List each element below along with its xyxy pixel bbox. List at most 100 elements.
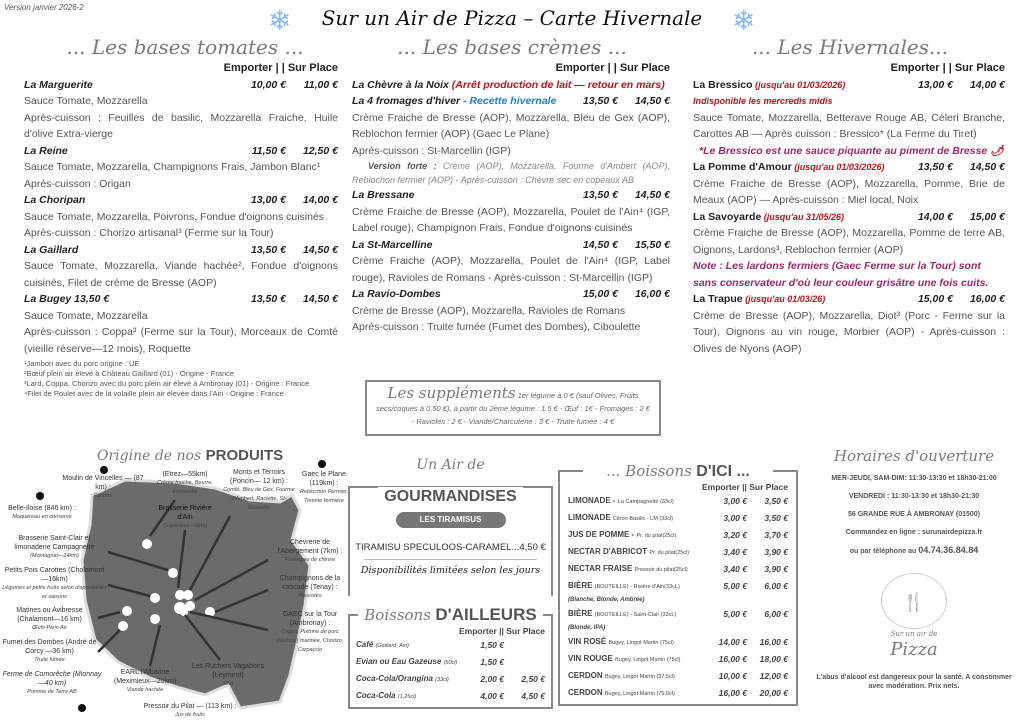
pizza-note: (Arrêt production de lait — retour en ma… <box>448 78 665 91</box>
snowflake-icon: ❄ <box>732 5 756 36</box>
map-label-text: Gaec le Plane (119km) : <box>302 471 346 487</box>
map-label-text: Maquereau en conserve <box>12 514 72 520</box>
logo-utensils-icon: 🍴 <box>881 573 947 629</box>
pizza-name: La Gaillard <box>24 243 79 256</box>
drink-price: 5,00 € <box>723 581 747 591</box>
drink-price: 16,00 € <box>718 654 747 664</box>
pizza-price: 15,00 € <box>969 210 1005 223</box>
map-label: Gaec le Plane (119km) : Reblochon Fermier… <box>298 470 350 506</box>
map-label-text: Ferme de Comorêche (Mionnay—40 km) <box>2 671 102 687</box>
map-label: Petits Pois Carottes (Cholamont—16km) Lég… <box>2 566 107 602</box>
pizza-price: 14,50 € <box>969 161 1005 173</box>
drink-name: NECTAR FRAISE Pressoir du pilat(25cl) <box>568 564 688 573</box>
map-label: Pressoir du Pilat — (113 km) : Jus de fru… <box>90 702 290 720</box>
map-label-text: Miel <box>222 681 234 687</box>
pizza-item-row: La Ravio-Dombes 15,00 € 16,00 € <box>352 286 670 303</box>
drink-price: 3,00 € <box>723 496 747 506</box>
drink-row: JUS DE POMME - Pr. du pilat(25cl) 3,20 € 3… <box>568 527 788 544</box>
pizza-description: Après-cuisson : Chorizo artisanal³ (Ferm… <box>24 227 274 239</box>
pizza-price: 16,00 € <box>969 293 1005 305</box>
pizza-after-note: Note : Les lardons fermiers (Gaec Ferme … <box>693 260 989 289</box>
hivernales-heading: ... Les Hivernales... <box>751 35 949 59</box>
map-label: Matines ou Avibresse (Chalamont—16 km) Œu… <box>2 606 97 633</box>
pizza-description: Sauce Tomate, Mozzarella, Viande hachée²… <box>24 260 338 289</box>
pizza-variant: Version forte : Crème (AOP), Mozzarella,… <box>352 161 670 185</box>
pizza-price: 14,50 € <box>582 238 618 251</box>
pizza-price: 13,50 € <box>582 189 618 201</box>
availability-note: Disponibilités limitées selon les jours <box>360 565 541 576</box>
footnote: ⁴Filet de Poulet avec de la volaille ple… <box>24 389 284 398</box>
pizza-name: La Bugey 13,50 € <box>24 293 110 305</box>
supplements-title: Les suppléments <box>387 384 516 402</box>
drink-price: 3,50 € <box>764 513 788 523</box>
pizza-description: Crème de Bresse (AOP), Mozzarella, Ravio… <box>352 304 626 317</box>
pizza-name: La Choripan <box>24 194 86 206</box>
drink-row: Evian ou Eau Gazeuse (50cl) 1,50 € <box>356 654 545 671</box>
pizza-name: La Marguerite <box>24 78 93 91</box>
map-label-text: Matines ou Avibresse (Chalamont—16 km) <box>16 607 83 623</box>
alcohol-disclaimer: L'abus d'alcool est dangereux pour la sa… <box>816 674 1012 690</box>
drink-row: BIÈRE (BOUTEILLE) - Rivière d'Ain(33cL) 5… <box>568 578 788 595</box>
drink-row: LIMONADE Citron-Basilic - LM (33cl) 3,00 … <box>568 510 788 527</box>
pizza-description: Crème Fraiche de Bresse (AOP), Mozzarell… <box>352 111 670 141</box>
boissons-ailleurs-section: Boissons D'AILLEURS Emporter || Sur Plac… <box>348 605 553 709</box>
map-label-text: Légumes et petits fruits selon disponibi… <box>2 585 107 600</box>
origin-map: Origine de nos PRODUITS (Etrez—55km) Crèm… <box>0 440 350 724</box>
map-label: GAEC sur la Tour (Ambronay) : Coppa, Poit… <box>270 610 350 655</box>
pizza-price: 12,50 € <box>302 144 338 157</box>
drink-row: CERDON Bugey, Lingot Martin (75,0cl) 16,0… <box>568 685 788 702</box>
drink-detail: Bugey, Lingot Martin (75cl) <box>615 657 681 663</box>
phone-number[interactable]: 04.74.36.84.84 <box>918 545 979 555</box>
pizza-description: Crème de Bresse (AOP), Mozzarella, Diot³… <box>693 309 1005 355</box>
hours-line: VENDREDI : 11:30-13:30 et 18h30-21:30 <box>848 493 980 500</box>
pizza-name: La Bressico (jusqu'au 01/03/2026) <box>693 78 846 91</box>
pizza-price: 15,50 € <box>634 238 670 251</box>
map-label-text: Brasserie Rivière d'Ain <box>158 505 212 521</box>
map-label-text: Pressoir du Pilat — (113 km) : <box>143 703 237 710</box>
map-label-text: Fumet des Dombes (André de Corcy —36 km) <box>2 639 97 655</box>
pizza-price: 13,50 € <box>917 161 953 173</box>
drink-price: 18,00 € <box>759 654 788 664</box>
drink-detail: (BOUTEILLE) - Saint-Clair (33cL) <box>594 612 677 618</box>
cremes-column: Emporter | | Sur Place La Chèvre à la Noi… <box>352 60 670 336</box>
drink-price: 2,50 € <box>521 674 545 684</box>
drink-price: 3,00 € <box>723 513 747 523</box>
pizza-item-row: La Gaillard 13,50 € 14,50 € <box>24 242 338 259</box>
map-label-text: Fromages de chèvre <box>284 557 336 563</box>
pizza-price: 11,00 € <box>303 78 338 91</box>
map-label: (Etrez—55km) Crème fraiche, Beurre, Emmen… <box>150 470 220 497</box>
online-order-link[interactable]: Commandez en ligne : surunairdepizza.fr <box>845 529 983 536</box>
pizza-description: Crème Fraiche de Bresse (AOP), Mozzarell… <box>693 177 1005 207</box>
drink-price: 1,50 € <box>480 640 504 650</box>
map-label-text: Truite fumée <box>34 657 65 663</box>
pizza-price: 14,50 € <box>634 189 670 201</box>
map-label-text: Pomme de Terre AB <box>27 689 77 695</box>
pizza-price: 13,50 € <box>250 293 286 305</box>
pizza-note: (jusqu'au 01/03/2026) <box>791 162 885 172</box>
drink-detail: Pr. du pilat(25cl) <box>649 550 690 556</box>
map-label: Monts et Terroirs (Poncin— 12 km) : Comté… <box>222 468 296 513</box>
drink-row: VIN ROUGE Bugey, Lingot Martin (75cl) 16,… <box>568 651 788 668</box>
drink-detail: (BOUTEILLE) - Rivière d'Ain(33cL) <box>594 584 680 590</box>
drink-detail: Pr. du pilat(25cl) <box>636 533 677 539</box>
pizza-item-row: La Trapue (jusqu'au 01/03/26) 15,00 € 16,0… <box>693 291 1005 308</box>
drink-price: 3,20 € <box>723 530 747 540</box>
map-label-text: Chèvrerie de l'Abergement (7km) : <box>277 539 343 555</box>
pizza-subnote: Indisponible les mercredis midis <box>693 96 833 106</box>
tiramisus-banner: LES TIRAMISUS <box>395 512 506 528</box>
pizza-description: Après-cuisson : Truite fumée (Fumet des … <box>352 321 641 333</box>
ailleurs-price-header: Emporter || Sur Place <box>458 626 545 636</box>
drink-price: 16,00 € <box>759 637 788 647</box>
footnote: ¹Jambon avec du porc origine : UE <box>24 359 140 368</box>
drink-detail: (50cl) <box>443 660 458 666</box>
drink-price: 4,00 € <box>480 691 504 701</box>
drink-name: JUS DE POMME - Pr. du pilat(25cl) <box>568 530 677 539</box>
drink-row: LIMONADE - La Campagnette (33cl) 3,00 € 3,… <box>568 493 788 510</box>
pizza-price: 13,00 € <box>250 194 286 206</box>
map-label-text: GAEC sur la Tour (Ambronay) : <box>282 611 338 627</box>
pizza-price: 14,50 € <box>302 293 338 305</box>
drink-price: 12,00 € <box>759 671 788 681</box>
pizza-name: La St-Marcelline <box>352 238 433 251</box>
ici-title: D'ICI ... <box>696 463 750 480</box>
chili-pepper-icon: 🌶 <box>987 144 1004 157</box>
